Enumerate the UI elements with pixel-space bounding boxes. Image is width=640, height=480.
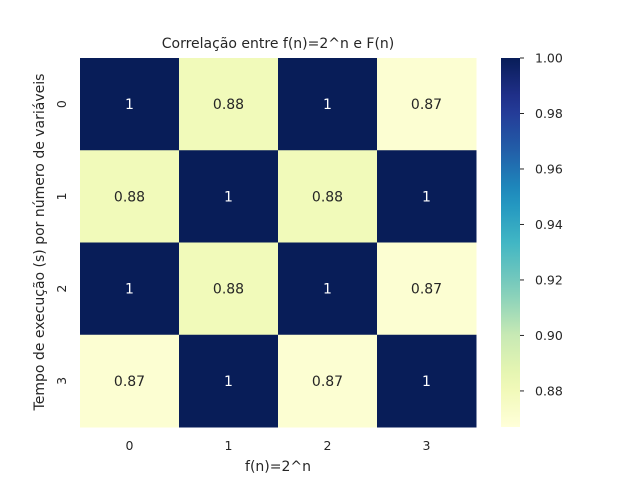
colorbar-gradient (501, 58, 520, 427)
chart-title: Correlação entre f(n)=2^n e F(n) (162, 36, 395, 52)
cell-annotation: 1 (224, 189, 233, 205)
x-tick-label: 1 (225, 438, 233, 453)
heatmap-cell (179, 150, 279, 243)
heatmap-cell (80, 58, 180, 151)
colorbar: 0.88 0.90 0.92 0.94 0.96 0.98 1.00 (501, 51, 563, 427)
x-tick-label: 3 (423, 438, 431, 453)
heatmap-cell (80, 334, 180, 428)
x-tick-label: 0 (126, 438, 134, 453)
colorbar-tick-label: 0.88 (535, 383, 563, 398)
x-tick-label: 2 (324, 438, 332, 453)
heatmap-cell (278, 334, 378, 428)
heatmap-cell (80, 150, 180, 243)
colorbar-tick-label: 1.00 (535, 51, 563, 66)
y-axis-ticks: 0 1 2 3 (54, 100, 69, 385)
heatmap-cell (377, 334, 477, 428)
colorbar-tick-label: 0.94 (535, 217, 563, 232)
cell-annotation: 0.87 (411, 97, 442, 113)
colorbar-tick-label: 0.96 (535, 161, 563, 176)
cell-annotation: 1 (323, 97, 332, 113)
colorbar-tick-label: 0.90 (535, 328, 563, 343)
x-axis-label: f(n)=2^n (245, 459, 311, 475)
heatmap-cell (278, 242, 378, 336)
cell-annotation: 0.87 (312, 374, 343, 390)
heatmap-cell (377, 242, 477, 336)
heatmap-cell (179, 242, 279, 336)
y-tick-label: 3 (54, 377, 69, 385)
y-tick-label: 0 (54, 100, 69, 108)
heatmap-cell (179, 58, 279, 151)
cell-annotation: 1 (125, 282, 134, 298)
cell-annotation: 0.88 (213, 282, 244, 298)
heatmap-cell (278, 58, 378, 151)
colorbar-tick-label: 0.92 (535, 272, 563, 287)
heatmap-cell (278, 150, 378, 243)
heatmap-cell (80, 242, 180, 336)
heatmap-cells: 1 0.88 1 0.87 0.88 1 0.88 1 1 0.88 1 0.87 0.87 1 0.87 1 (80, 58, 477, 428)
cell-annotation: 1 (422, 374, 431, 390)
heatmap-cell (377, 58, 477, 151)
cell-annotation: 0.88 (213, 97, 244, 113)
colorbar-tick-label: 0.98 (535, 106, 563, 121)
cell-annotation: 0.87 (114, 374, 145, 390)
x-axis-ticks: 0 1 2 3 (126, 438, 431, 453)
cell-annotation: 1 (224, 374, 233, 390)
cell-annotation: 0.88 (312, 189, 343, 205)
cell-annotation: 1 (323, 282, 332, 298)
cell-annotation: 0.87 (411, 282, 442, 298)
y-axis-label: Tempo de execução (s) por número de vari… (32, 74, 48, 412)
y-tick-label: 1 (54, 192, 69, 200)
cell-annotation: 0.88 (114, 189, 145, 205)
cell-annotation: 1 (125, 97, 134, 113)
y-tick-label: 2 (54, 285, 69, 293)
heatmap-cell (179, 334, 279, 428)
heatmap-cell (377, 150, 477, 243)
colorbar-ticks: 0.88 0.90 0.92 0.94 0.96 0.98 1.00 (520, 51, 563, 398)
cell-annotation: 1 (422, 189, 431, 205)
